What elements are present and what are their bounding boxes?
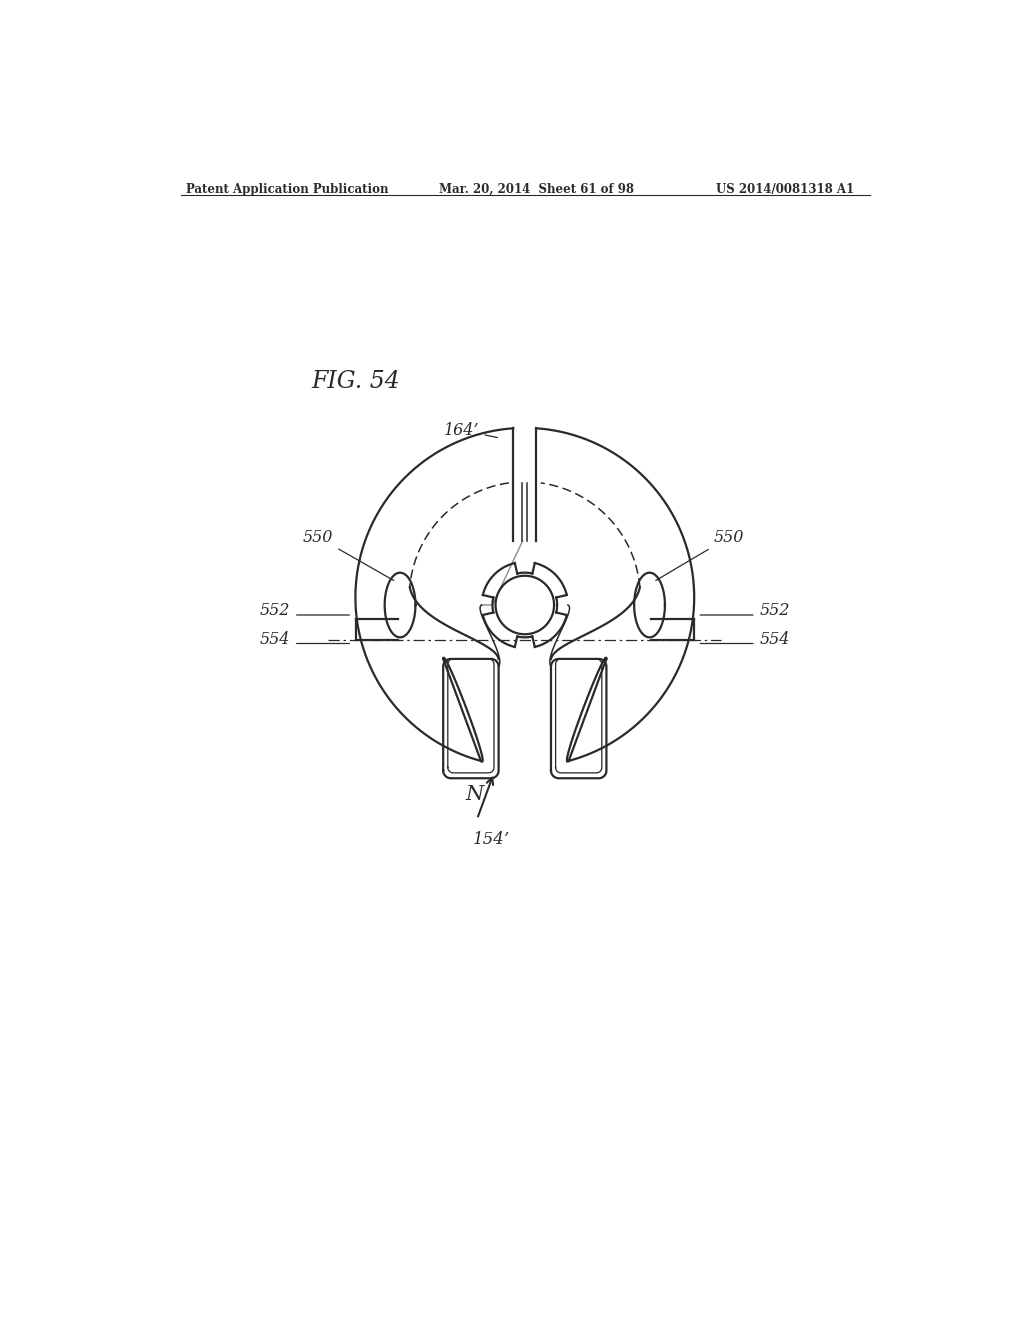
Text: 550: 550 [655, 529, 743, 581]
Text: Mar. 20, 2014  Sheet 61 of 98: Mar. 20, 2014 Sheet 61 of 98 [438, 183, 634, 197]
Text: US 2014/0081318 A1: US 2014/0081318 A1 [716, 183, 854, 197]
Text: 552: 552 [760, 602, 791, 619]
Text: N: N [466, 784, 483, 804]
Text: 552: 552 [259, 602, 290, 619]
Text: 164’: 164’ [444, 421, 498, 438]
Text: Patent Application Publication: Patent Application Publication [186, 183, 388, 197]
Text: 154’: 154’ [473, 830, 510, 847]
Text: FIG. 54: FIG. 54 [311, 370, 400, 393]
Text: 554: 554 [259, 631, 290, 648]
Text: 550: 550 [303, 529, 394, 581]
Text: 554: 554 [760, 631, 791, 648]
